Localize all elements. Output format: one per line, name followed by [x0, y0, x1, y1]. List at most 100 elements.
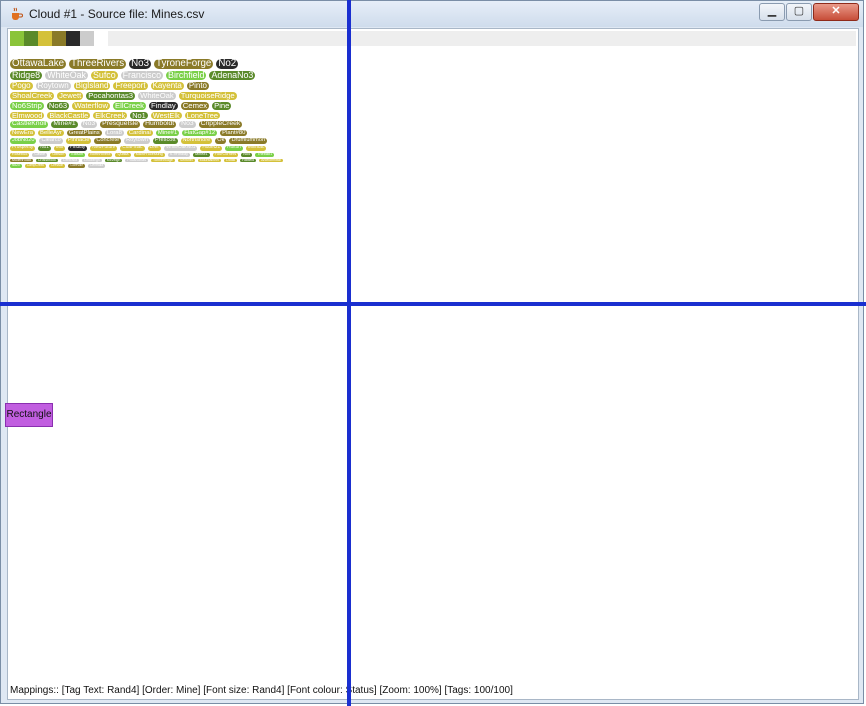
cloud-tag[interactable]: Quista [115, 151, 131, 157]
cloud-tag[interactable]: Northshore [180, 137, 213, 145]
cloud-tag[interactable]: NorthRiver# [88, 151, 113, 157]
cloud-tag[interactable]: Mine#1 [155, 130, 180, 137]
cloud-tag[interactable]: Mountaineer [197, 157, 222, 163]
cloud-tag[interactable]: Elmwood [10, 110, 45, 120]
cloud-tag[interactable]: Kayenta [150, 81, 184, 91]
cloud-tag[interactable]: Ridge8 [10, 69, 43, 80]
cloud-tag[interactable]: Roytown [35, 81, 71, 91]
cloud-tag[interactable]: FlatGap#12 [182, 130, 218, 137]
cloud-tag[interactable]: NewFuture [90, 145, 118, 151]
cloud-tag[interactable]: GreatPlains [66, 130, 102, 137]
cloud-tag[interactable]: Ok [215, 137, 227, 145]
cloud-tag[interactable]: Findlay [68, 145, 88, 151]
cloud-tag[interactable]: No63 [46, 100, 70, 110]
cloud-tag[interactable]: FourCorners [212, 151, 239, 157]
cloud-tag[interactable]: WhiteOak [138, 91, 176, 101]
cloud-tag[interactable]: ElkCreek [93, 110, 128, 120]
cloud-tag[interactable]: Mine#1 [51, 120, 78, 129]
cloud-tag[interactable]: Dotiki [224, 157, 238, 163]
cloud-tag[interactable]: AdenaNo3 [209, 69, 256, 80]
cloud-tag[interactable]: Minntac [245, 145, 267, 151]
cloud-tag[interactable]: No3 [129, 58, 152, 69]
cloud-tag[interactable]: CampCreek [24, 163, 47, 168]
cloud-tag[interactable]: Findlay [149, 100, 178, 110]
cloud-tag[interactable]: WhiteOakNo1 [163, 145, 198, 151]
cloud-tag[interactable]: Plant#80 [220, 130, 248, 137]
cloud-tag[interactable]: Pogo [10, 81, 33, 91]
cloud-tag[interactable]: Arcelormittal [259, 157, 283, 163]
cloud-tag[interactable]: Mill [53, 145, 65, 151]
cloud-tag[interactable]: Rosebud [10, 151, 30, 157]
cloud-tag[interactable]: MullenRoad [10, 157, 33, 163]
cloud-tag[interactable]: Sufco [90, 69, 118, 80]
cloud-tag[interactable]: Centralia [88, 163, 106, 168]
cloud-tag[interactable]: Pinnacle [65, 137, 92, 145]
cloud-tag[interactable]: LoneTree [184, 110, 220, 120]
cloud-tag[interactable]: WestElk [150, 110, 182, 120]
cloud-tag[interactable]: Lora8 [104, 130, 124, 137]
cloud-tag[interactable]: BigIsland [73, 81, 111, 91]
cloud-tag[interactable]: Mine#1 [193, 151, 210, 157]
cloud-tag[interactable]: BelleAyr [38, 130, 64, 137]
cloud-tag[interactable]: NewEra [10, 130, 36, 137]
cloud-tag[interactable]: Birchfield [166, 69, 207, 80]
cloud-tag[interactable]: Jewett [57, 91, 84, 101]
palette-swatch[interactable] [52, 31, 66, 46]
cloud-tag[interactable]: S-9Findlay [167, 151, 191, 157]
cloud-tag[interactable]: Pocahontas3 [86, 91, 136, 101]
cloud-canvas[interactable]: OttawaLake ThreeRivers No3 TyroneForge No2 Ri… [7, 28, 859, 700]
cloud-tag[interactable]: Cardinal [126, 130, 153, 137]
rectangle-marker[interactable]: Rectangle [5, 403, 53, 427]
cloud-tag[interactable]: No3 [80, 120, 98, 129]
palette-swatch[interactable] [80, 31, 94, 46]
cloud-tag[interactable]: No5 [241, 151, 253, 157]
cloud-tag[interactable]: Leer [147, 145, 161, 151]
cloud-tag[interactable]: Gibson [50, 151, 67, 157]
cloud-tag[interactable]: OttawaLake [10, 58, 67, 69]
cloud-tag[interactable]: Lindbergh [82, 157, 102, 163]
cloud-tag[interactable]: Waterflow [72, 100, 111, 110]
cloud-tag[interactable]: ThreeRivers [69, 58, 127, 69]
cloud-tag[interactable]: ShoalCreek [10, 91, 55, 101]
cloud-tag[interactable]: TyroneForge [154, 58, 214, 69]
cloud-tag[interactable]: Pine [212, 100, 232, 110]
cloud-tag[interactable]: JobNo20 [10, 137, 37, 145]
cloud-tag[interactable]: No1 [38, 145, 51, 151]
cloud-tag[interactable]: Humboldt [143, 120, 177, 129]
close-button[interactable]: ✕ [813, 3, 859, 21]
cloud-tag[interactable]: Freeport [113, 81, 148, 91]
cloud-tag[interactable]: TurquoiseRidge [178, 91, 237, 101]
cloud-tag[interactable]: McVeigh [104, 157, 123, 163]
cloud-tag[interactable]: Francisco [120, 69, 164, 80]
cloud-tag[interactable]: Goreville [68, 163, 86, 168]
cloud-tag[interactable]: PresqueIsle [100, 120, 141, 129]
cloud-tag[interactable]: Pocahontas [125, 157, 148, 163]
cloud-tag[interactable]: CastleKnoll [10, 120, 49, 129]
cloud-tag[interactable]: Castle [32, 151, 48, 157]
cloud-tag[interactable]: Coal-mac [120, 145, 145, 151]
cloud-tag[interactable]: BlackCastle [47, 110, 91, 120]
title-bar[interactable]: Cloud #1 - Source file: Mines.csv ▁ ▢ ✕ [1, 1, 863, 27]
palette-swatch[interactable] [10, 31, 24, 46]
minimize-button[interactable]: ▁ [759, 3, 785, 21]
cloud-tag[interactable]: Hobet21 [200, 145, 223, 151]
cloud-tag[interactable]: EllCreek [113, 100, 147, 110]
cloud-tag[interactable]: Holton [225, 145, 243, 151]
cloud-tag[interactable]: No3 [179, 120, 196, 129]
cloud-tag[interactable]: Cresson [49, 163, 66, 168]
colour-palette[interactable] [10, 31, 94, 46]
cloud-tag[interactable]: WhiteOak [45, 69, 88, 80]
palette-swatch[interactable] [38, 31, 52, 46]
cloud-tag[interactable]: Prescott [152, 137, 178, 145]
cloud-tag[interactable]: No20 [10, 163, 22, 168]
cloud-tag[interactable]: Pinto [186, 81, 209, 91]
cloud-tag[interactable]: Cemex [180, 100, 210, 110]
cloud-tag[interactable]: Centralia [60, 157, 80, 163]
cloud-tag[interactable]: Crossbrook [35, 157, 58, 163]
cloud-tag[interactable]: Concrete [94, 137, 122, 145]
cloud-tag[interactable]: Theba#1 [255, 151, 275, 157]
palette-swatch[interactable] [24, 31, 38, 46]
cloud-tag[interactable]: Edison [69, 151, 86, 157]
cloud-tag[interactable]: Roytown [124, 137, 150, 145]
cloud-tag[interactable]: TunnelRidge [150, 157, 175, 163]
